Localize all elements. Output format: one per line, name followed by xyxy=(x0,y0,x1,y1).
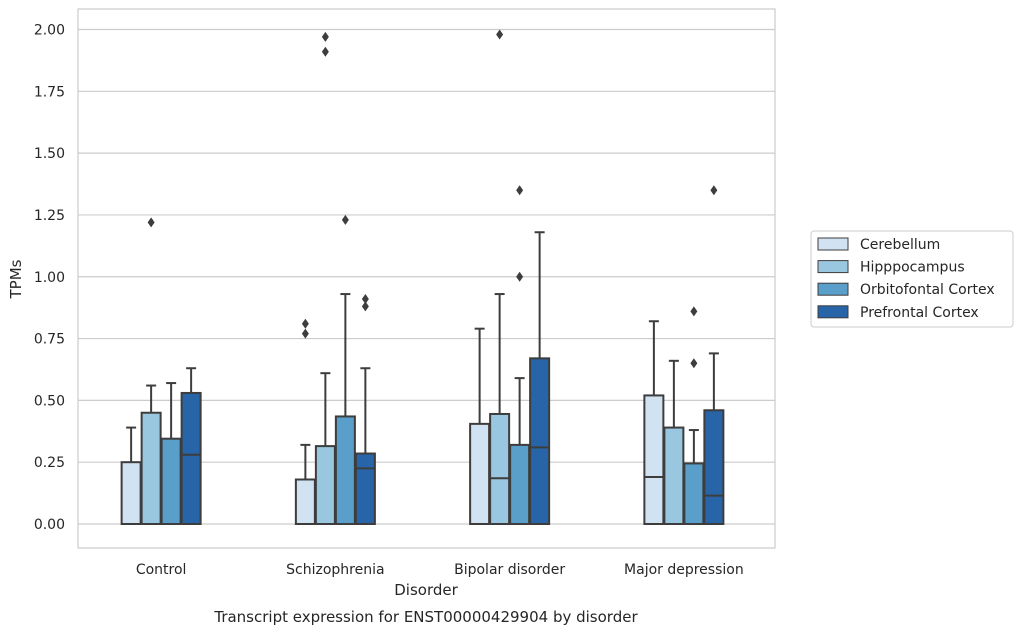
legend-swatch xyxy=(817,237,849,251)
legend-swatch xyxy=(817,282,849,296)
y-tick-label: 1.50 xyxy=(34,146,65,162)
x-axis-ticks: Control Schizophrenia Bipolar disorder Majo… xyxy=(136,562,744,578)
y-tick-label: 0.75 xyxy=(34,332,65,348)
box-group xyxy=(314,31,336,525)
outlier-point xyxy=(690,306,698,317)
box-body xyxy=(180,391,202,525)
box-body xyxy=(489,412,511,526)
legend-label: Orbitofontal Cortex xyxy=(860,282,995,298)
y-tick-label: 0.50 xyxy=(34,393,65,409)
box-group xyxy=(529,231,551,525)
box-body xyxy=(529,357,551,525)
boxes-layer xyxy=(120,29,725,526)
legend-swatch xyxy=(817,260,849,274)
outlier-point xyxy=(690,358,698,369)
legend-frame xyxy=(810,230,1014,328)
box-group xyxy=(294,318,316,525)
box-body xyxy=(469,422,491,525)
outlier-point xyxy=(147,217,155,228)
y-tick-label: 0.25 xyxy=(34,455,65,471)
y-axis-ticks: 0.00 0.25 0.50 0.75 1.00 1.25 1.50 1.75 2.00 xyxy=(34,23,65,534)
box-group xyxy=(354,294,376,525)
box-group xyxy=(120,426,142,525)
y-tick-label: 2.00 xyxy=(34,23,65,39)
x-tick-label: Control xyxy=(136,562,187,578)
y-tick-label: 1.75 xyxy=(34,84,65,100)
outlier-point xyxy=(361,294,369,305)
box-group xyxy=(469,327,491,525)
outlier-point xyxy=(710,185,718,196)
box-body xyxy=(354,452,376,525)
outlier-point xyxy=(301,328,309,339)
box-body xyxy=(160,437,182,526)
legend: Cerebellum Hipppocampus Orbitofontal Corte… xyxy=(810,230,1014,328)
legend-swatch xyxy=(817,305,849,319)
x-tick-label: Bipolar disorder xyxy=(454,562,565,578)
x-tick-label: Major depression xyxy=(624,562,744,578)
legend-label: Prefrontal Cortex xyxy=(860,305,979,321)
box-group xyxy=(140,217,162,525)
box-body xyxy=(683,462,705,525)
y-tick-label: 1.25 xyxy=(34,208,65,224)
box-body xyxy=(140,411,162,525)
x-tick-label: Schizophrenia xyxy=(286,562,384,578)
box-body xyxy=(120,461,142,525)
outlier-point xyxy=(361,301,369,312)
y-tick-label: 0.00 xyxy=(34,517,65,533)
outlier-point xyxy=(516,271,524,282)
plot-area-frame xyxy=(77,8,776,549)
legend-label: Hipppocampus xyxy=(860,260,965,276)
outlier-point xyxy=(321,46,329,57)
outlier-point xyxy=(496,29,504,40)
outlier-point xyxy=(321,31,329,42)
x-axis-title: Disorder xyxy=(394,581,458,599)
chart-caption: Transcript expression for ENST0000042990… xyxy=(213,608,638,626)
outlier-point xyxy=(301,318,309,329)
box-group xyxy=(180,367,202,525)
box-body xyxy=(643,394,665,525)
box-body xyxy=(663,426,685,526)
box-body xyxy=(294,478,316,525)
outlier-point xyxy=(341,214,349,225)
box-group xyxy=(703,185,725,526)
legend-label: Cerebellum xyxy=(860,237,940,253)
box-body xyxy=(314,445,336,525)
y-axis-title: TPMs xyxy=(7,259,25,299)
box-group xyxy=(509,185,531,526)
box-body xyxy=(334,415,356,526)
box-group xyxy=(160,382,182,526)
y-tick-label: 1.00 xyxy=(34,270,65,286)
box-body xyxy=(509,443,531,526)
box-body xyxy=(703,409,725,526)
outlier-point xyxy=(516,185,524,196)
